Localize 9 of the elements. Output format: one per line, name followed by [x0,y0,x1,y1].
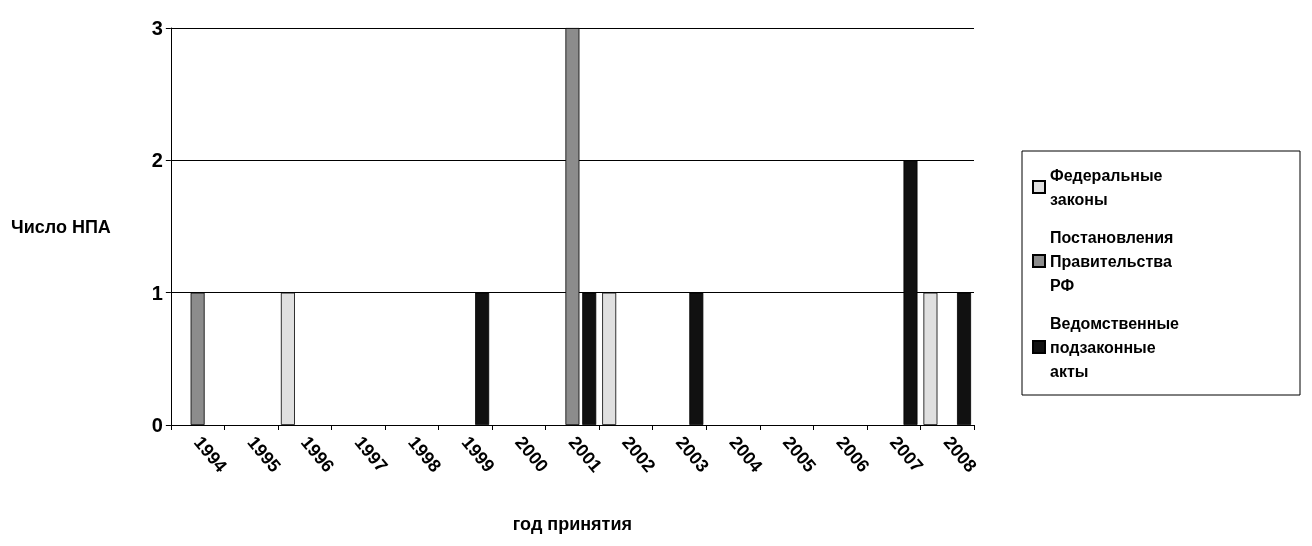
legend-label: Постановления Правительства РФ [1050,228,1178,294]
y-tick-label: 1 [151,281,163,304]
y-axis-title: Число НПА [10,216,111,237]
y-tick-label: 0 [151,414,163,436]
x-axis-title: год принятия [512,514,632,534]
y-tick-label: 3 [151,17,163,39]
legend-label: Ведомственные подзаконные акты [1050,314,1184,380]
y-tick-label: 2 [151,149,163,172]
legend-label: Федеральные законы [1050,166,1167,208]
